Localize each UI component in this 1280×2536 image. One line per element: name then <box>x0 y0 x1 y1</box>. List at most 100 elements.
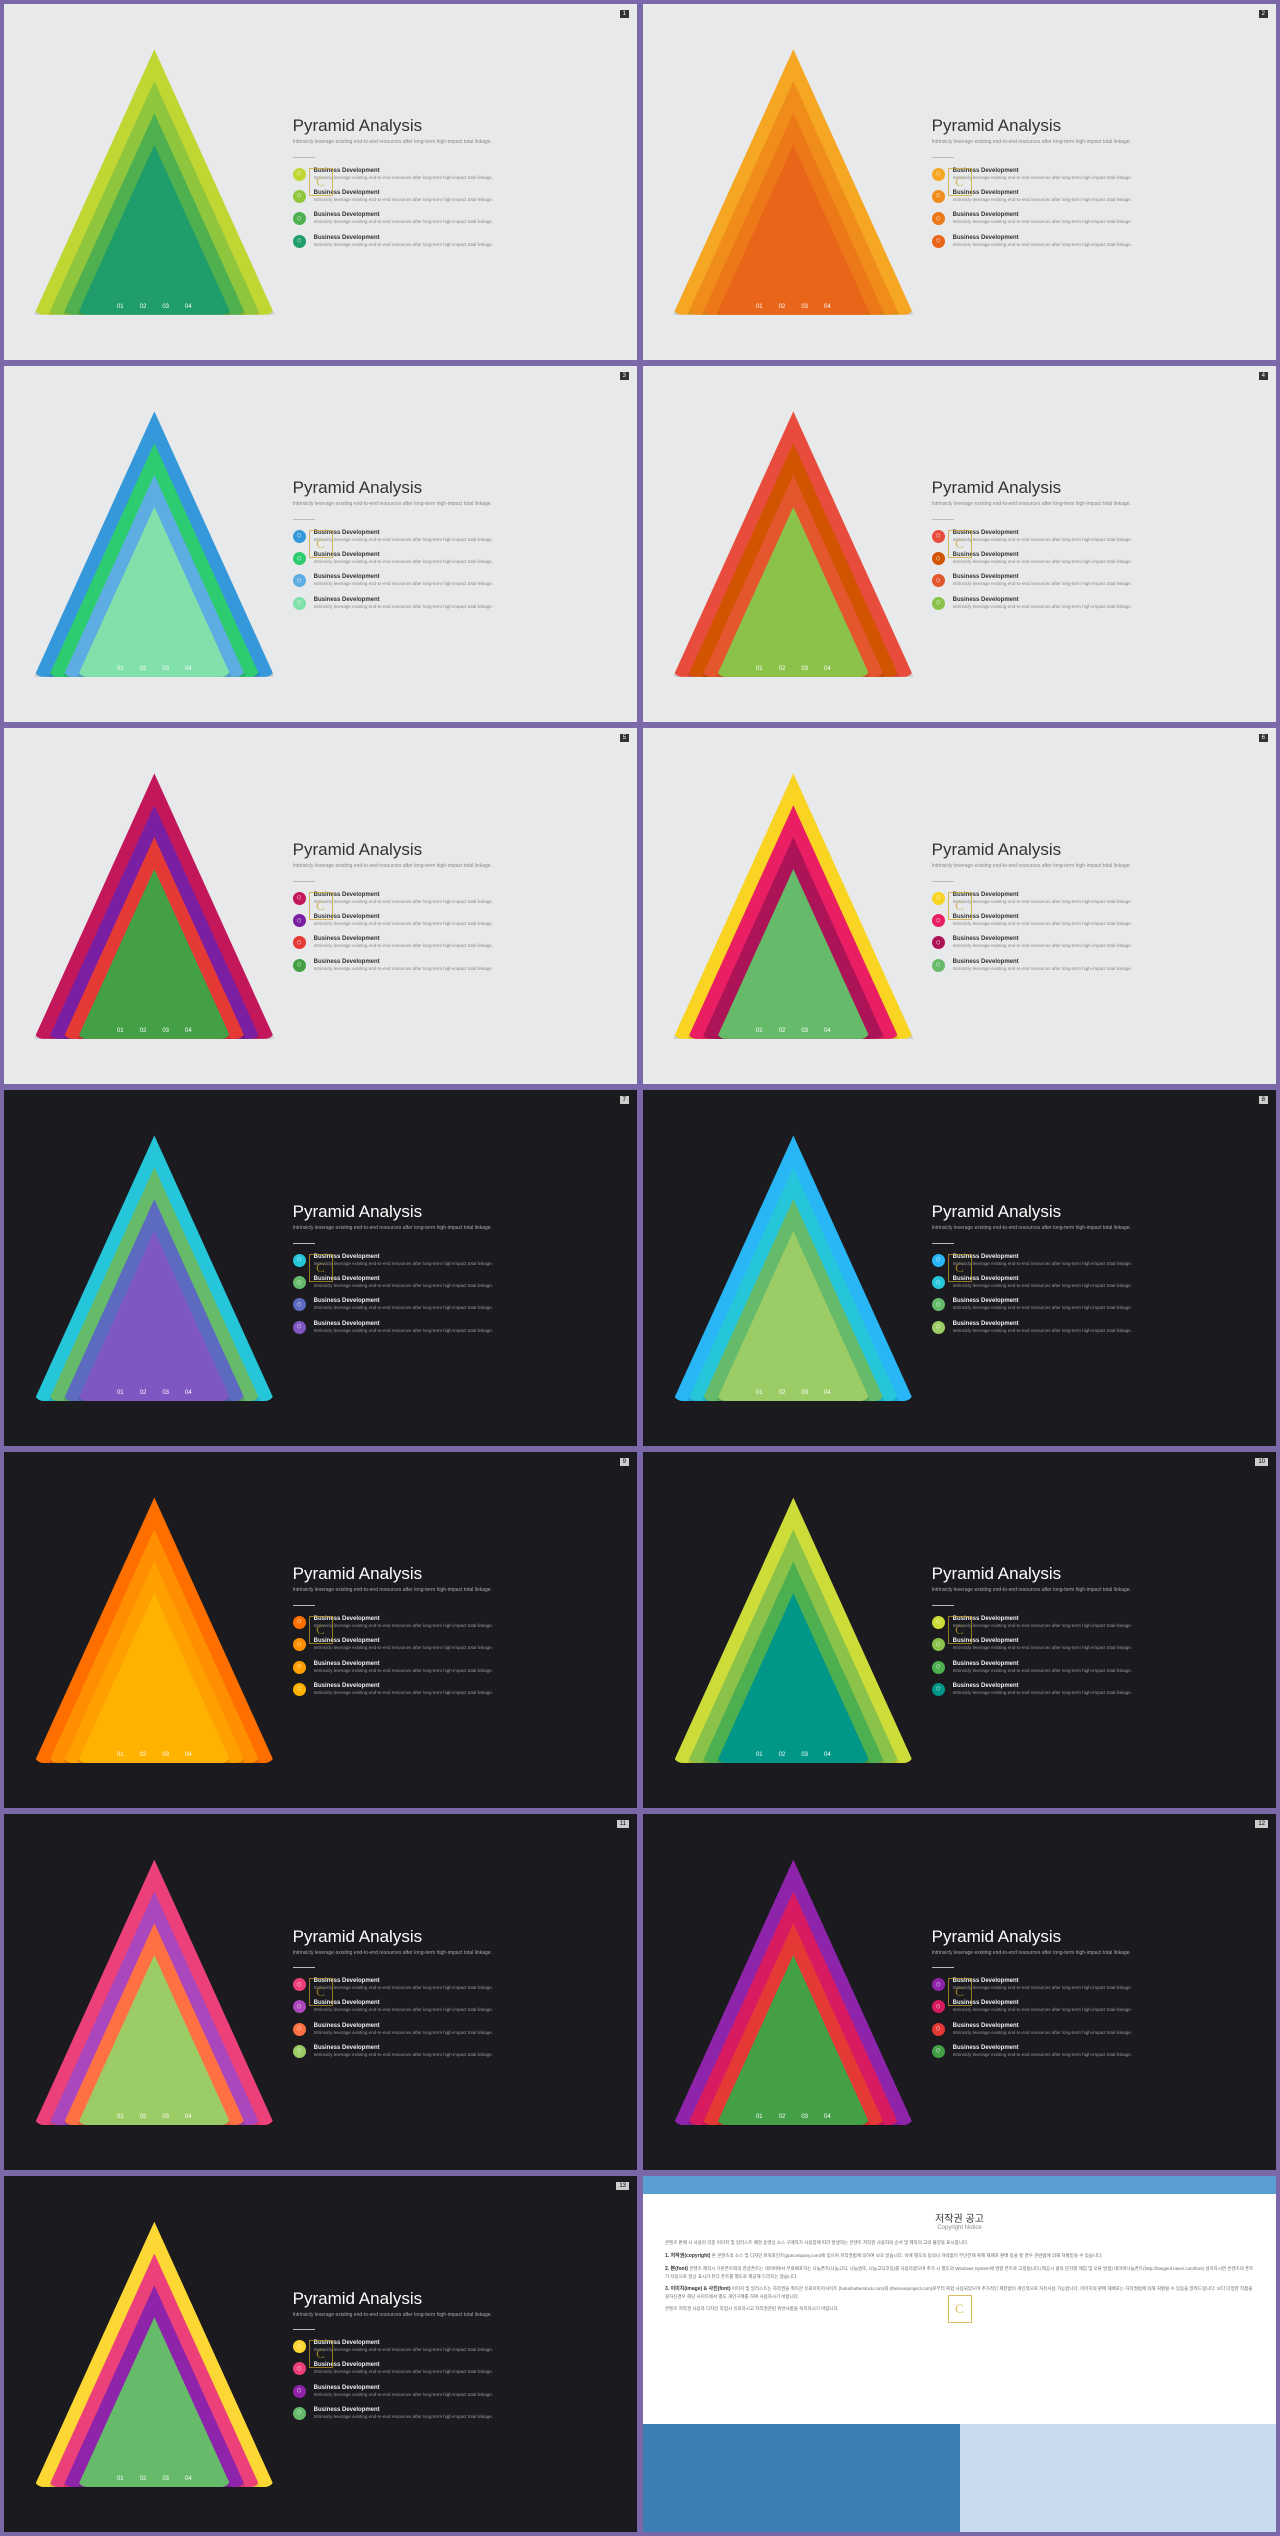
list-item: ⬡ Business Development Intrinsicly lever… <box>293 914 607 927</box>
item-desc: Intrinsicly leverage existing end-to-end… <box>314 604 607 610</box>
pyramid-label: 01 <box>117 1390 124 1396</box>
pyramid-label: 04 <box>185 304 192 310</box>
list-item: ⬡ Business Development Intrinsicly lever… <box>932 530 1246 543</box>
copyright-section-1: 1. 저작권(copyright) 본 콘텐츠의 소스 및 디자인 파워포인트(… <box>665 2252 1254 2260</box>
slide-subtitle: Intrinsicly leverage existing end-to-end… <box>932 1225 1142 1233</box>
pyramid-labels: 01020304 <box>117 2476 192 2482</box>
divider <box>932 1605 954 1606</box>
item-title: Business Development <box>953 1683 1246 1689</box>
list-item: ⬡ Business Development Intrinsicly lever… <box>932 574 1246 587</box>
divider <box>293 1243 315 1244</box>
item-desc: Intrinsicly leverage existing end-to-end… <box>314 966 607 972</box>
slide-subtitle: Intrinsicly leverage existing end-to-end… <box>293 501 503 509</box>
pyramid-label: 02 <box>779 1390 786 1396</box>
bullet-icon: ⬡ <box>932 574 945 587</box>
bullet-icon: ⬡ <box>932 530 945 543</box>
list-item: ⬡ Business Development Intrinsicly lever… <box>293 2000 607 2013</box>
item-desc: Intrinsicly leverage existing end-to-end… <box>314 559 607 565</box>
slide-grid: 1 01020304 Pyramid Analysis Intrinsicly … <box>4 4 1276 2532</box>
list-item: ⬡ Business Development Intrinsicly lever… <box>932 2023 1246 2036</box>
list-item: ⬡ Business Development Intrinsicly lever… <box>293 959 607 972</box>
pyramid-label: 02 <box>140 1752 147 1758</box>
footer-left <box>643 2424 960 2532</box>
item-list: ⬡ Business Development Intrinsicly lever… <box>293 2340 607 2420</box>
list-item: ⬡ Business Development Intrinsicly lever… <box>293 2385 607 2398</box>
page-number: 11 <box>617 1820 629 1828</box>
item-title: Business Development <box>953 1978 1246 1984</box>
pyramid-label: 01 <box>756 1028 763 1034</box>
list-item: ⬡ Business Development Intrinsicly lever… <box>932 959 1246 972</box>
item-desc: Intrinsicly leverage existing end-to-end… <box>953 219 1246 225</box>
list-item: ⬡ Business Development Intrinsicly lever… <box>293 2045 607 2058</box>
item-text: Business Development Intrinsicly leverag… <box>314 2340 607 2353</box>
slide-title: Pyramid Analysis <box>932 1564 1246 1584</box>
pyramid-label: 02 <box>779 666 786 672</box>
text-content: Pyramid Analysis Intrinsicly leverage ex… <box>932 1202 1246 1334</box>
item-text: Business Development Intrinsicly leverag… <box>953 190 1246 203</box>
slide-8: 8 01020304 Pyramid Analysis Intrinsicly … <box>643 1090 1276 1446</box>
pyramid-labels: 01020304 <box>756 304 831 310</box>
pyramid-label: 01 <box>117 666 124 672</box>
text-content: Pyramid Analysis Intrinsicly leverage ex… <box>932 116 1246 248</box>
bullet-icon: ⬡ <box>293 2000 306 2013</box>
item-text: Business Development Intrinsicly leverag… <box>314 1276 607 1289</box>
slide-content: 01020304 Pyramid Analysis Intrinsicly le… <box>643 1452 1276 1808</box>
item-title: Business Development <box>953 1638 1246 1644</box>
divider <box>293 157 315 158</box>
item-title: Business Development <box>314 530 607 536</box>
item-title: Business Development <box>314 552 607 558</box>
pyramid-label: 01 <box>756 1752 763 1758</box>
bullet-icon: ⬡ <box>293 2362 306 2375</box>
item-desc: Intrinsicly leverage existing end-to-end… <box>314 537 607 543</box>
text-content: Pyramid Analysis Intrinsicly leverage ex… <box>932 840 1246 972</box>
pyramid-diagram: 01020304 <box>34 2222 275 2487</box>
item-desc: Intrinsicly leverage existing end-to-end… <box>314 1328 607 1334</box>
slide-1: 1 01020304 Pyramid Analysis Intrinsicly … <box>4 4 637 360</box>
item-text: Business Development Intrinsicly leverag… <box>953 574 1246 587</box>
item-title: Business Development <box>314 1638 607 1644</box>
item-desc: Intrinsicly leverage existing end-to-end… <box>314 2414 607 2420</box>
slide-content: 01020304 Pyramid Analysis Intrinsicly le… <box>643 4 1276 360</box>
pyramid-diagram: 01020304 <box>673 773 914 1038</box>
list-item: ⬡ Business Development Intrinsicly lever… <box>293 2023 607 2036</box>
list-item: ⬡ Business Development Intrinsicly lever… <box>293 1683 607 1696</box>
item-desc: Intrinsicly leverage existing end-to-end… <box>314 1985 607 1991</box>
item-desc: Intrinsicly leverage existing end-to-end… <box>314 219 607 225</box>
page-number: 5 <box>620 734 629 742</box>
list-item: ⬡ Business Development Intrinsicly lever… <box>293 190 607 203</box>
item-text: Business Development Intrinsicly leverag… <box>953 168 1246 181</box>
item-title: Business Development <box>314 212 607 218</box>
item-title: Business Development <box>314 936 607 942</box>
item-desc: Intrinsicly leverage existing end-to-end… <box>953 921 1246 927</box>
bullet-icon: ⬡ <box>932 2023 945 2036</box>
item-desc: Intrinsicly leverage existing end-to-end… <box>953 559 1246 565</box>
bullet-icon: ⬡ <box>293 959 306 972</box>
bullet-icon: ⬡ <box>293 1661 306 1674</box>
item-text: Business Development Intrinsicly leverag… <box>953 530 1246 543</box>
slide-title: Pyramid Analysis <box>932 478 1246 498</box>
item-desc: Intrinsicly leverage existing end-to-end… <box>314 1261 607 1267</box>
item-list: ⬡ Business Development Intrinsicly lever… <box>293 1254 607 1334</box>
slide-title: Pyramid Analysis <box>293 1564 607 1584</box>
list-item: ⬡ Business Development Intrinsicly lever… <box>932 2045 1246 2058</box>
pyramid-label: 03 <box>162 666 169 672</box>
divider <box>932 1967 954 1968</box>
bullet-icon: ⬡ <box>932 235 945 248</box>
slide-content: 01020304 Pyramid Analysis Intrinsicly le… <box>4 2176 637 2532</box>
list-item: ⬡ Business Development Intrinsicly lever… <box>293 530 607 543</box>
item-text: Business Development Intrinsicly leverag… <box>314 1638 607 1651</box>
pyramid-label: 01 <box>756 1390 763 1396</box>
slide-title: Pyramid Analysis <box>293 840 607 860</box>
pyramid-label: 02 <box>140 2476 147 2482</box>
bullet-icon: ⬡ <box>932 168 945 181</box>
slide-title: Pyramid Analysis <box>293 116 607 136</box>
bullet-icon: ⬡ <box>932 190 945 203</box>
item-list: ⬡ Business Development Intrinsicly lever… <box>932 1616 1246 1696</box>
pyramid-labels: 01020304 <box>756 2114 831 2120</box>
pyramid-diagram: 01020304 <box>34 773 275 1038</box>
item-title: Business Development <box>314 1683 607 1689</box>
list-item: ⬡ Business Development Intrinsicly lever… <box>293 1298 607 1311</box>
item-title: Business Development <box>953 1298 1246 1304</box>
list-item: ⬡ Business Development Intrinsicly lever… <box>293 1321 607 1334</box>
slide-5: 5 01020304 Pyramid Analysis Intrinsicly … <box>4 728 637 1084</box>
